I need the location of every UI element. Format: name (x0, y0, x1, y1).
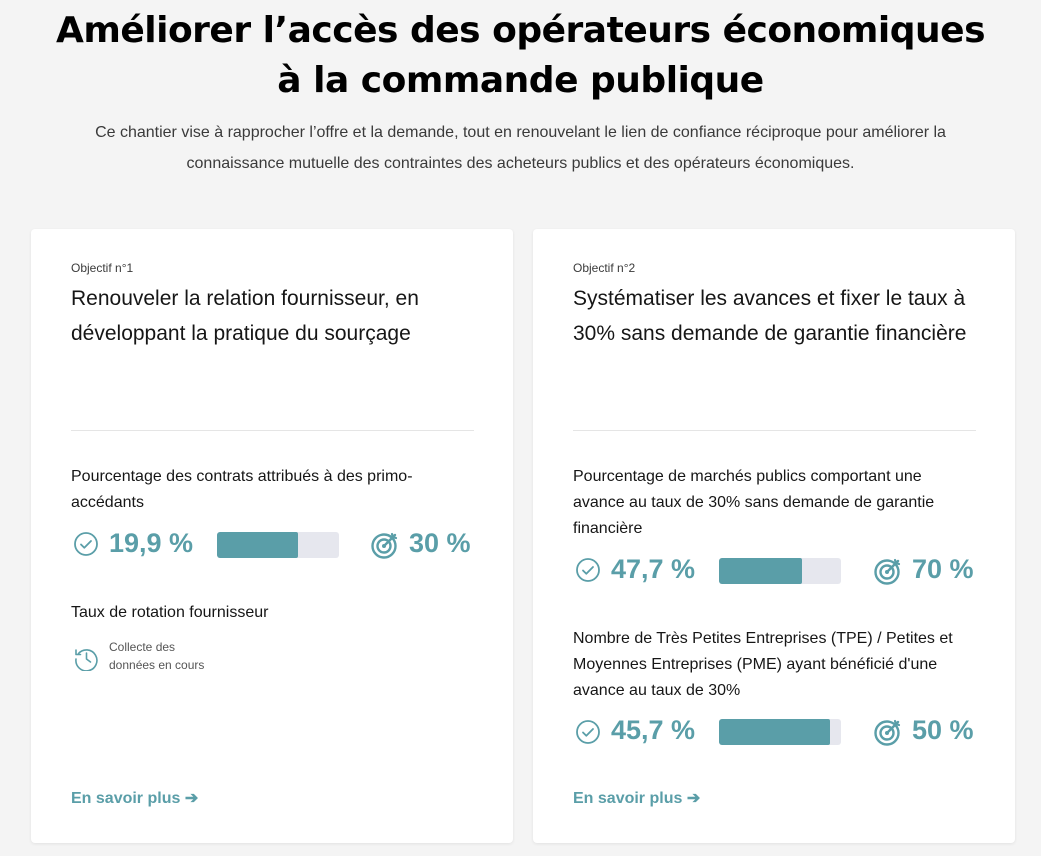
objective-label: Objectif n°2 (573, 261, 636, 275)
objective-title: Renouveler la relation fournisseur, en d… (71, 287, 419, 345)
progress-bar (217, 532, 339, 558)
page-title: Améliorer l’accès des opérateurs économi… (0, 6, 1041, 106)
current-value: 47,7 % (611, 554, 696, 584)
progress-bar (719, 719, 841, 745)
divider (71, 430, 474, 431)
target-icon (370, 530, 400, 565)
learn-more-link[interactable]: En savoir plus ➔ (573, 790, 701, 807)
divider (573, 430, 976, 431)
progress-bar-fill (217, 532, 298, 558)
check-circle-icon (73, 531, 99, 562)
objective-card-1: Objectif n°1 Renouveler la relation four… (31, 229, 513, 843)
indicator-label: Nombre de Très Petites Entreprises (TPE)… (573, 630, 953, 699)
indicator-label: Pourcentage de marchés publics comportan… (573, 468, 935, 537)
target-icon (873, 556, 903, 591)
target-value: 30 % (409, 528, 471, 558)
objective-card-2: Objectif n°2 Systématiser les avances et… (533, 229, 1015, 843)
indicator-label: Pourcentage des contrats attribués à des… (71, 468, 413, 511)
page-title-line-2: à la commande publique (277, 60, 764, 101)
objective-title: Systématiser les avances et fixer le tau… (573, 287, 967, 345)
progress-bar (719, 558, 841, 584)
progress-bar-fill (719, 719, 831, 745)
page-title-line-1: Améliorer l’accès des opérateurs économi… (55, 10, 986, 51)
pending-status-text: Collecte des données en cours (109, 640, 205, 672)
page-intro: Ce chantier vise à rapprocher l’offre et… (95, 124, 946, 172)
check-circle-icon (575, 719, 601, 750)
current-value: 19,9 % (109, 528, 194, 558)
indicator-label: Taux de rotation fournisseur (71, 604, 269, 621)
clock-history-icon (73, 645, 99, 676)
target-value: 50 % (912, 715, 974, 745)
current-value: 45,7 % (611, 715, 696, 745)
check-circle-icon (575, 557, 601, 588)
objective-label: Objectif n°1 (71, 261, 134, 275)
target-value: 70 % (912, 554, 974, 584)
progress-bar-fill (719, 558, 802, 584)
target-icon (873, 717, 903, 752)
learn-more-link[interactable]: En savoir plus ➔ (71, 790, 199, 807)
